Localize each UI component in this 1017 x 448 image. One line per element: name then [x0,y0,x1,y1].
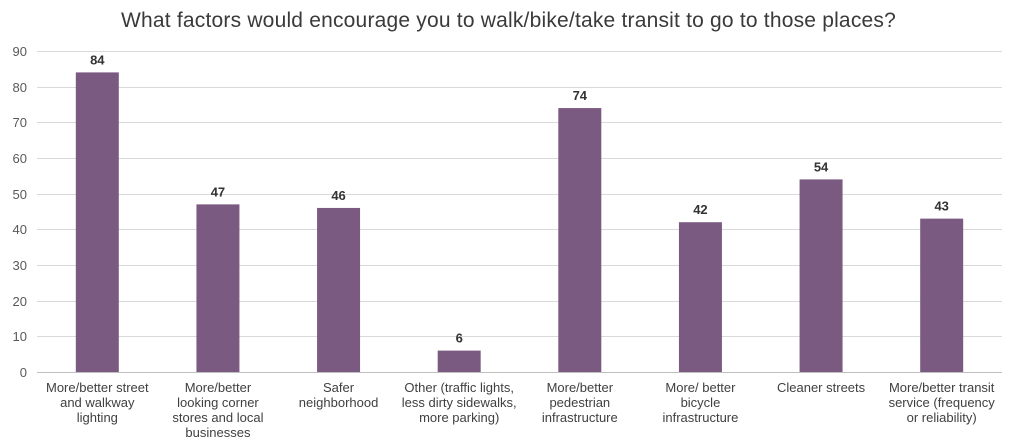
category-label-line: and walkway [60,395,135,410]
y-tick-label: 90 [13,44,27,59]
category-label-line: More/better transit [889,380,995,395]
category-label-line: More/better [547,380,614,395]
y-tick-label: 70 [13,115,27,130]
data-label: 42 [693,202,707,217]
bar [678,222,722,372]
data-label: 54 [814,159,829,174]
y-tick-label: 10 [13,329,27,344]
y-tick-label: 0 [20,365,27,380]
bar [317,207,361,372]
category-labels: More/better street and walkway lightingMor… [46,380,995,440]
bar [558,108,602,373]
category-label: Other (traffic lights, less dirty sidewal… [402,380,517,425]
category-label-line: More/ better [665,380,736,395]
category-label-line: less dirty sidewalks, [402,395,517,410]
category-label: More/better street and walkway lighting [46,380,149,425]
category-label-line: Other (traffic lights, [404,380,514,395]
category-label: More/better looking corner stores and loca… [172,380,263,440]
category-label-line: looking corner [177,395,259,410]
y-tick-label: 20 [13,294,27,309]
data-label: 46 [331,188,345,203]
y-tick-label: 30 [13,258,27,273]
category-label-line: pedestrian [549,395,610,410]
chart-title: What factors would encourage you to walk… [121,9,896,32]
data-label: 74 [573,88,588,103]
data-label: 84 [90,52,105,67]
y-tick-label: 50 [13,187,27,202]
category-label-line: lighting [77,410,118,425]
category-label-line: More/better [185,380,252,395]
category-label-line: Safer [323,380,355,395]
category-label-line: infrastructure [542,410,618,425]
bar [196,204,240,372]
category-label: Safer neighborhood [299,380,379,410]
category-label: Cleaner streets [777,380,866,395]
category-label-line: neighborhood [299,395,379,410]
category-label-line: businesses [185,425,251,440]
y-tick-label: 80 [13,80,27,95]
data-labels: 84 47 46 6 74 42 54 43 [90,52,949,345]
category-label: More/better transit service (frequency or … [889,380,996,425]
gridlines [37,51,1002,373]
data-label: 47 [211,184,225,199]
y-axis-tick-labels: 0 10 20 30 40 50 60 70 80 90 [13,44,27,380]
bar [920,218,964,372]
bar [75,72,119,373]
category-label-line: infrastructure [663,410,739,425]
y-tick-label: 60 [13,151,27,166]
category-label: More/ better bicycle infrastructure [663,380,739,425]
bar [799,179,843,372]
category-label-line: more parking) [419,410,499,425]
bar [437,350,481,372]
category-label-line: or reliability) [907,410,977,425]
category-label-line: stores and local [172,410,263,425]
category-label-line: Cleaner streets [777,380,866,395]
category-label-line: More/better street [46,380,149,395]
data-label: 43 [934,199,948,214]
bars [75,72,964,373]
y-tick-label: 40 [13,222,27,237]
category-label-line: bicycle [681,395,721,410]
category-label-line: service (frequency [889,395,996,410]
category-label: More/better pedestrian infrastructure [542,380,618,425]
data-label: 6 [456,331,463,346]
